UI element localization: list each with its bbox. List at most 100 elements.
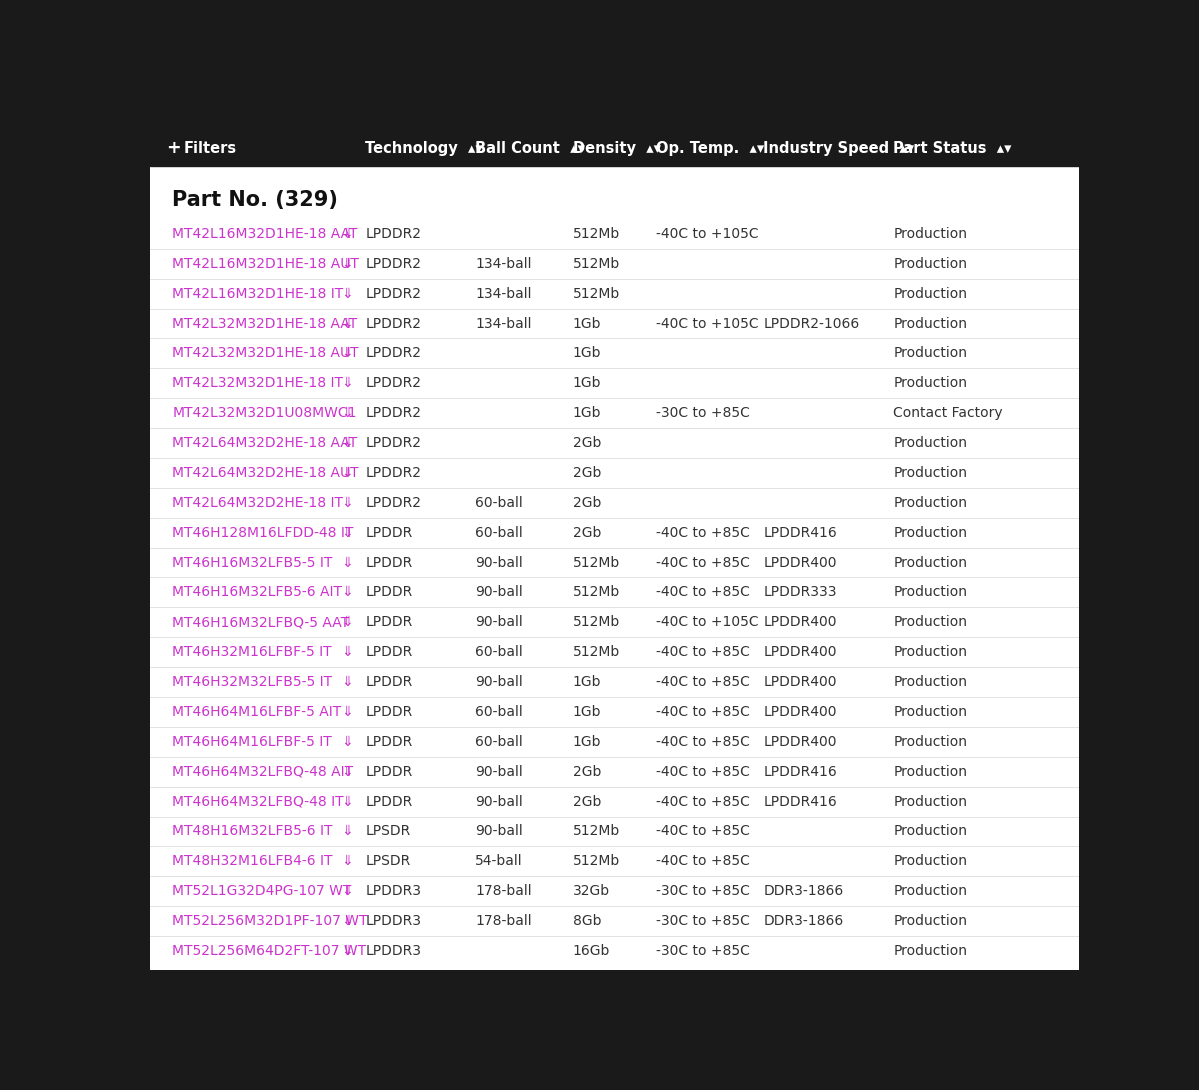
Bar <box>150 131 1079 166</box>
Text: MT52L256M32D1PF-107 WT: MT52L256M32D1PF-107 WT <box>173 915 368 928</box>
Text: ⇓: ⇓ <box>341 227 353 241</box>
Text: LPDDR2: LPDDR2 <box>366 257 422 270</box>
Text: LPDDR400: LPDDR400 <box>764 615 837 629</box>
Text: 1Gb: 1Gb <box>573 735 601 749</box>
Text: Production: Production <box>893 287 968 301</box>
Text: 2Gb: 2Gb <box>573 795 601 809</box>
Text: Production: Production <box>893 347 968 361</box>
Text: 1Gb: 1Gb <box>573 675 601 689</box>
Text: 1Gb: 1Gb <box>573 376 601 390</box>
Text: Op. Temp.  ▴▾: Op. Temp. ▴▾ <box>656 141 765 156</box>
Text: LPDDR416: LPDDR416 <box>764 525 837 540</box>
Text: MT46H64M32LFBQ-48 AIT: MT46H64M32LFBQ-48 AIT <box>173 765 354 778</box>
Text: LPDDR3: LPDDR3 <box>366 884 422 898</box>
Text: Industry Speed  ▴▾: Industry Speed ▴▾ <box>764 141 915 156</box>
Text: DDR3-1866: DDR3-1866 <box>764 915 843 928</box>
Text: 90-ball: 90-ball <box>475 795 523 809</box>
Text: Production: Production <box>893 525 968 540</box>
Text: -40C to +85C: -40C to +85C <box>656 585 751 600</box>
Text: LPDDR416: LPDDR416 <box>764 795 837 809</box>
Text: Filters: Filters <box>183 141 236 156</box>
Text: Production: Production <box>893 675 968 689</box>
Text: -40C to +105C: -40C to +105C <box>656 227 759 241</box>
Text: Production: Production <box>893 645 968 659</box>
Text: ⇓: ⇓ <box>341 645 353 659</box>
Text: ⇓: ⇓ <box>341 287 353 301</box>
Text: MT42L64M32D2HE-18 AAT: MT42L64M32D2HE-18 AAT <box>173 436 357 450</box>
Text: ⇓: ⇓ <box>341 556 353 570</box>
Text: ⇓: ⇓ <box>341 347 353 361</box>
Text: Production: Production <box>893 257 968 270</box>
Text: 512Mb: 512Mb <box>573 287 620 301</box>
Text: 16Gb: 16Gb <box>573 944 610 958</box>
Text: 90-ball: 90-ball <box>475 556 523 570</box>
Text: ⇓: ⇓ <box>341 407 353 420</box>
Text: 134-ball: 134-ball <box>475 316 531 330</box>
Text: LPDDR2-1066: LPDDR2-1066 <box>764 316 860 330</box>
Text: LPDDR333: LPDDR333 <box>764 585 837 600</box>
Text: LPDDR400: LPDDR400 <box>764 735 837 749</box>
Text: 60-ball: 60-ball <box>475 705 523 719</box>
Text: ⇓: ⇓ <box>341 915 353 928</box>
Text: ⇓: ⇓ <box>341 675 353 689</box>
Text: Contact Factory: Contact Factory <box>893 407 1002 420</box>
Text: LPDDR2: LPDDR2 <box>366 407 422 420</box>
Text: -40C to +85C: -40C to +85C <box>656 765 751 778</box>
Text: LPDDR: LPDDR <box>366 735 412 749</box>
Text: LPDDR400: LPDDR400 <box>764 556 837 570</box>
Text: ⇓: ⇓ <box>341 316 353 330</box>
Text: Production: Production <box>893 705 968 719</box>
Text: Density  ▴▾: Density ▴▾ <box>573 141 661 156</box>
Text: Production: Production <box>893 316 968 330</box>
Text: MT46H64M16LFBF-5 IT: MT46H64M16LFBF-5 IT <box>173 735 332 749</box>
Text: 60-ball: 60-ball <box>475 735 523 749</box>
Text: LPDDR: LPDDR <box>366 615 412 629</box>
Text: 1Gb: 1Gb <box>573 316 601 330</box>
Text: Technology  ▴▾: Technology ▴▾ <box>366 141 483 156</box>
Text: -40C to +105C: -40C to +105C <box>656 615 759 629</box>
Text: MT48H16M32LFB5-6 IT: MT48H16M32LFB5-6 IT <box>173 824 332 838</box>
Text: ⇓: ⇓ <box>341 496 353 510</box>
Text: Part No. (329): Part No. (329) <box>173 190 338 209</box>
Text: MT52L1G32D4PG-107 WT: MT52L1G32D4PG-107 WT <box>173 884 351 898</box>
Text: 178-ball: 178-ball <box>475 915 531 928</box>
Text: 2Gb: 2Gb <box>573 765 601 778</box>
Text: -40C to +85C: -40C to +85C <box>656 855 751 869</box>
Text: Production: Production <box>893 615 968 629</box>
Text: 8Gb: 8Gb <box>573 915 601 928</box>
Text: LPDDR: LPDDR <box>366 705 412 719</box>
Text: LPSDR: LPSDR <box>366 855 411 869</box>
Text: -40C to +85C: -40C to +85C <box>656 645 751 659</box>
Text: ⇓: ⇓ <box>341 465 353 480</box>
Text: MT46H16M32LFB5-5 IT: MT46H16M32LFB5-5 IT <box>173 556 332 570</box>
Text: DDR3-1866: DDR3-1866 <box>764 884 843 898</box>
Text: 1Gb: 1Gb <box>573 407 601 420</box>
Text: 2Gb: 2Gb <box>573 436 601 450</box>
Text: ⇓: ⇓ <box>341 884 353 898</box>
Text: -40C to +85C: -40C to +85C <box>656 705 751 719</box>
Text: 54-ball: 54-ball <box>475 855 523 869</box>
Text: MT42L64M32D2HE-18 AUT: MT42L64M32D2HE-18 AUT <box>173 465 359 480</box>
Text: 512Mb: 512Mb <box>573 585 620 600</box>
Text: -40C to +85C: -40C to +85C <box>656 735 751 749</box>
Text: ⇓: ⇓ <box>341 436 353 450</box>
Text: MT42L32M32D1U08MWC1: MT42L32M32D1U08MWC1 <box>173 407 356 420</box>
Text: Production: Production <box>893 496 968 510</box>
Text: LPDDR2: LPDDR2 <box>366 227 422 241</box>
Text: Production: Production <box>893 795 968 809</box>
Text: 512Mb: 512Mb <box>573 855 620 869</box>
Text: 60-ball: 60-ball <box>475 496 523 510</box>
Text: ⇓: ⇓ <box>341 705 353 719</box>
Text: Production: Production <box>893 884 968 898</box>
Text: ⇓: ⇓ <box>341 795 353 809</box>
Text: 32Gb: 32Gb <box>573 884 610 898</box>
Text: LPDDR: LPDDR <box>366 645 412 659</box>
Text: LPDDR416: LPDDR416 <box>764 765 837 778</box>
Text: 90-ball: 90-ball <box>475 615 523 629</box>
Text: MT46H16M32LFB5-6 AIT: MT46H16M32LFB5-6 AIT <box>173 585 342 600</box>
Text: -40C to +85C: -40C to +85C <box>656 675 751 689</box>
Text: MT46H64M16LFBF-5 AIT: MT46H64M16LFBF-5 AIT <box>173 705 342 719</box>
Text: Production: Production <box>893 436 968 450</box>
Text: 1Gb: 1Gb <box>573 347 601 361</box>
Text: 1Gb: 1Gb <box>573 705 601 719</box>
